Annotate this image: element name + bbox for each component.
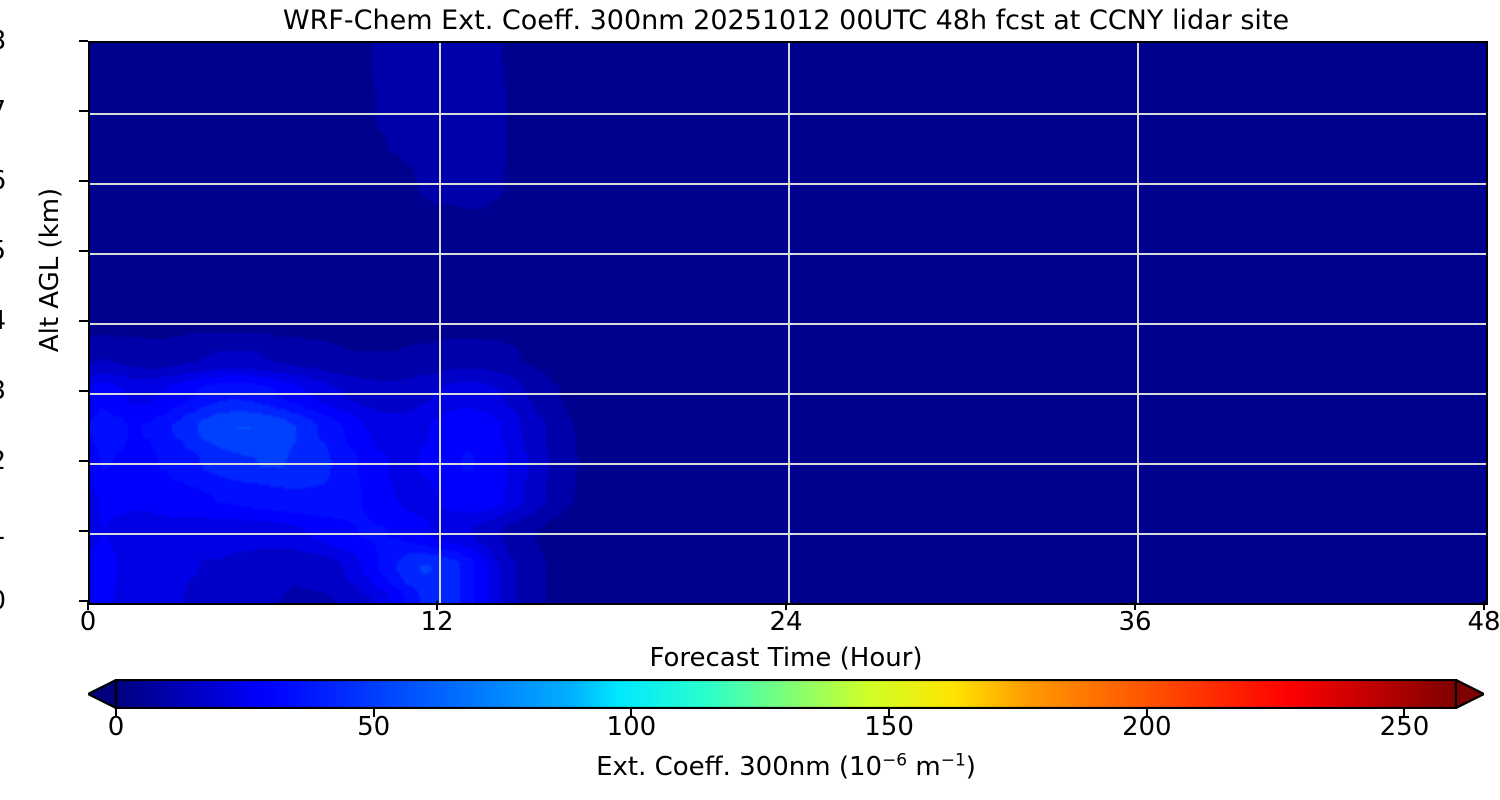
x-tick-label: 36 [1118, 607, 1152, 637]
y-tick-mark [79, 529, 88, 533]
colorbar-tick-mark [630, 709, 633, 717]
colorbar-over-arrow [1454, 679, 1484, 709]
x-tick-mark [1482, 601, 1486, 610]
x-tick-label: 0 [79, 607, 97, 637]
y-tick-label: 3 [0, 378, 6, 404]
y-tick-label: 6 [0, 168, 6, 194]
x-tick-label: 48 [1467, 607, 1500, 637]
colorbar-bar [114, 679, 1458, 709]
colorbar-tick-mark [372, 709, 375, 717]
x-axis-label: Forecast Time (Hour) [649, 643, 923, 673]
y-tick-mark [79, 459, 88, 463]
y-tick-mark [79, 249, 88, 253]
colorbar-tick-label: 200 [1121, 712, 1172, 742]
x-tick-mark [86, 601, 90, 610]
y-tick-label: 0 [0, 588, 6, 614]
x-tick-label: 24 [769, 607, 803, 637]
x-tick-label: 12 [420, 607, 454, 637]
x-tick-mark [435, 601, 439, 610]
heatmap-canvas [90, 43, 1486, 603]
colorbar-tick-label: 0 [107, 712, 125, 742]
y-tick-mark [79, 319, 88, 323]
y-tick-label: 7 [0, 98, 6, 124]
y-tick-mark [79, 179, 88, 183]
colorbar-gradient [88, 679, 1484, 709]
colorbar-label: Ext. Coeff. 300nm (10−6 m−1) [596, 750, 976, 782]
y-tick-label: 1 [0, 518, 6, 544]
heatmap-plot-area [88, 41, 1488, 605]
colorbar-tick-mark [115, 709, 117, 717]
y-tick-mark [79, 109, 88, 113]
y-tick-mark [79, 39, 88, 43]
y-tick-label: 4 [0, 308, 6, 334]
y-tick-mark [79, 389, 88, 393]
colorbar-under-arrow [88, 679, 118, 709]
colorbar-tick-label: 100 [606, 712, 657, 742]
y-tick-mark [79, 599, 88, 603]
colorbar-tick-mark [1145, 709, 1148, 717]
colorbar-tick-label: 50 [357, 712, 391, 742]
colorbar-tick-label: 150 [864, 712, 914, 742]
y-tick-label: 5 [0, 238, 6, 264]
colorbar-tick-label: 250 [1379, 712, 1430, 742]
y-tick-label: 2 [0, 448, 6, 474]
colorbar [88, 679, 1484, 709]
page-title: WRF-Chem Ext. Coeff. 300nm 20251012 00UT… [282, 5, 1290, 36]
colorbar-exponent-1: −6 [882, 750, 908, 771]
y-tick-label: 8 [0, 28, 6, 54]
y-axis-label: Alt AGL (km) [35, 187, 65, 353]
colorbar-tick-mark [888, 709, 891, 717]
x-tick-mark [1133, 601, 1137, 610]
colorbar-tick-mark [1403, 709, 1406, 717]
colorbar-exponent-2: −1 [940, 750, 966, 771]
x-tick-mark [784, 601, 788, 610]
